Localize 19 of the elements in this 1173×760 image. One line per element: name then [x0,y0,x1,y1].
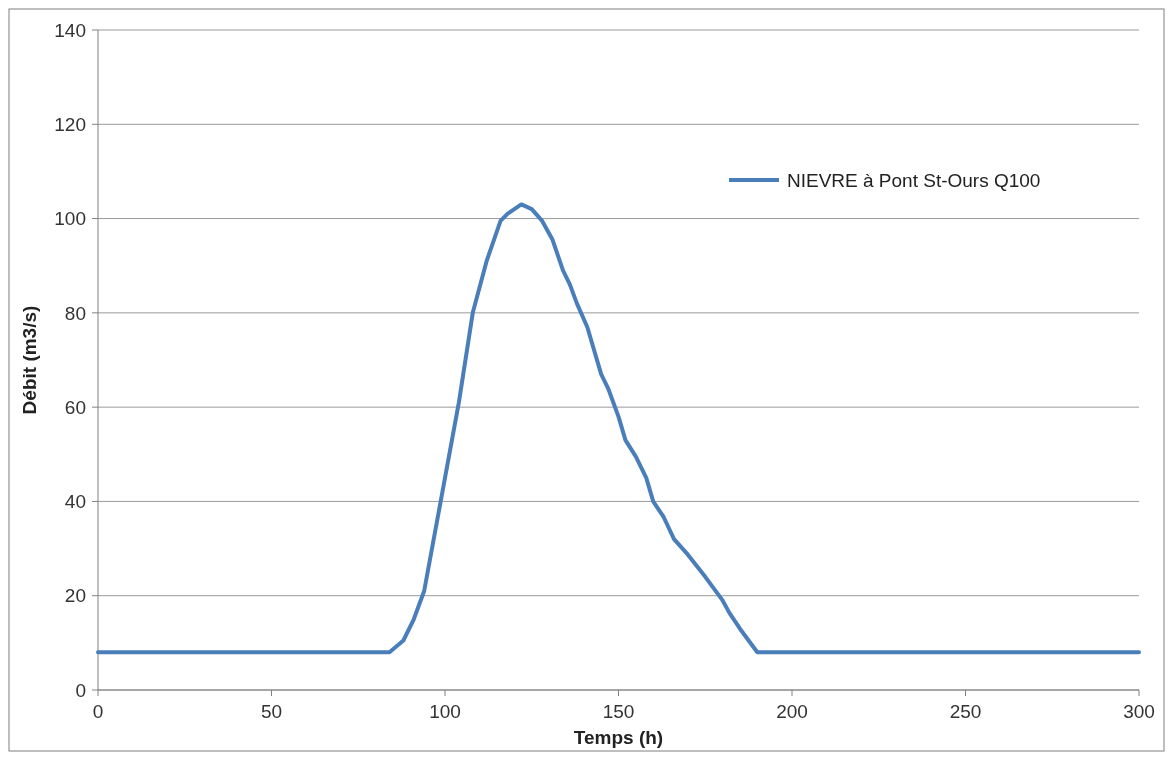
x-tick-label: 50 [260,701,283,722]
y-tick-label: 140 [54,19,86,41]
legend-label: NIEVRE à Pont St-Ours Q100 [787,169,1041,191]
x-axis-title: Temps (h) [573,727,664,748]
x-tick-label: 100 [429,701,461,722]
y-tick-label: 60 [64,396,86,418]
y-tick-label: 80 [64,302,86,324]
y-tick-label: 20 [64,585,86,607]
y-tick-label: 120 [54,113,86,135]
x-tick-label: 150 [602,701,635,722]
line-series [96,202,1141,655]
y-tick-label: 0 [75,679,86,701]
x-tick-label: 300 [1123,701,1155,722]
y-axis-title: Débit (m3/s) [19,305,40,415]
y-tick-label: 40 [64,491,86,513]
y-tick-label: 100 [54,208,86,230]
x-tick-label: 250 [949,701,982,722]
x-tick-label: 0 [92,701,104,722]
x-tick-label: 200 [776,701,808,722]
